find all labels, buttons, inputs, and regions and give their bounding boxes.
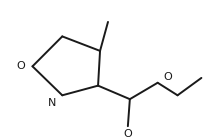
Text: O: O [16,61,25,71]
Text: O: O [163,72,172,82]
Text: O: O [123,129,132,139]
Text: N: N [48,98,56,108]
